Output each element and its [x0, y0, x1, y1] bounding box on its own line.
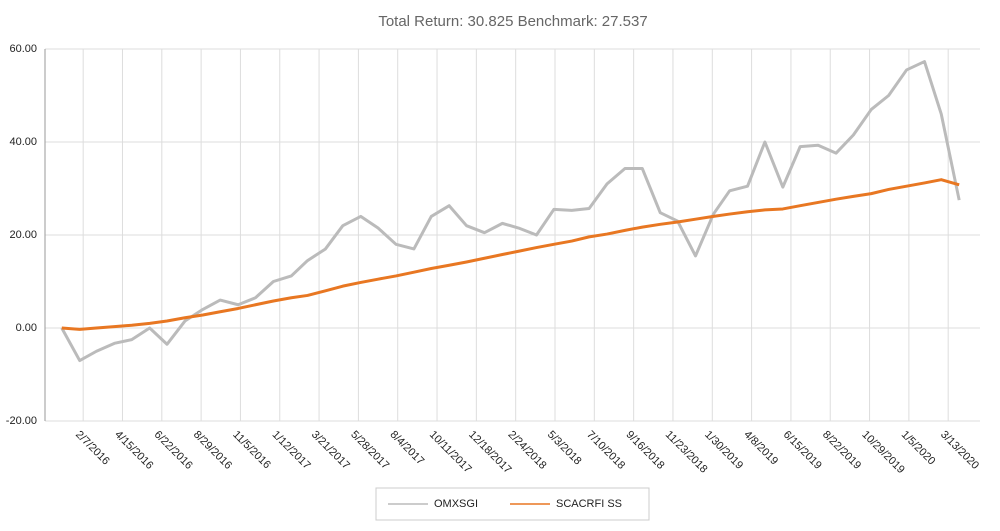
y-tick-label: 0.00 — [16, 322, 37, 334]
x-tick-label: 8/22/2019 — [820, 429, 863, 472]
x-tick-label: 1/12/2017 — [270, 429, 313, 472]
x-tick-label: 6/22/2016 — [152, 429, 195, 472]
x-tick-label: 3/13/2020 — [938, 429, 981, 472]
x-tick-label: 8/4/2017 — [388, 429, 427, 468]
y-tick-label: 60.00 — [9, 43, 37, 55]
x-tick-label: 2/7/2016 — [73, 429, 112, 468]
y-tick-label: 40.00 — [9, 136, 37, 148]
line-series — [61, 178, 960, 331]
x-tick-label: 3/21/2017 — [309, 429, 352, 472]
x-tick-label: 5/3/2018 — [545, 429, 584, 468]
x-tick-label: 1/5/2020 — [899, 429, 938, 468]
line-series — [60, 60, 961, 363]
x-tick-label: 9/16/2018 — [623, 429, 666, 472]
y-tick-label: -20.00 — [6, 415, 37, 427]
x-tick-label: 8/29/2016 — [191, 429, 234, 472]
legend-label: OMXSGI — [434, 498, 478, 510]
x-tick-label: 11/5/2016 — [230, 429, 273, 472]
chart-title: Total Return: 30.825 Benchmark: 27.537 — [378, 13, 647, 30]
x-tick-label: 5/28/2017 — [348, 429, 391, 472]
x-tick-label: 7/10/2018 — [584, 429, 627, 472]
x-tick-label: 4/8/2019 — [741, 429, 780, 468]
y-tick-label: 20.00 — [9, 229, 37, 241]
legend-label: SCACRFI SS — [556, 498, 622, 510]
x-tick-label: 6/15/2019 — [781, 429, 824, 472]
x-tick-label: 4/15/2016 — [112, 429, 155, 472]
